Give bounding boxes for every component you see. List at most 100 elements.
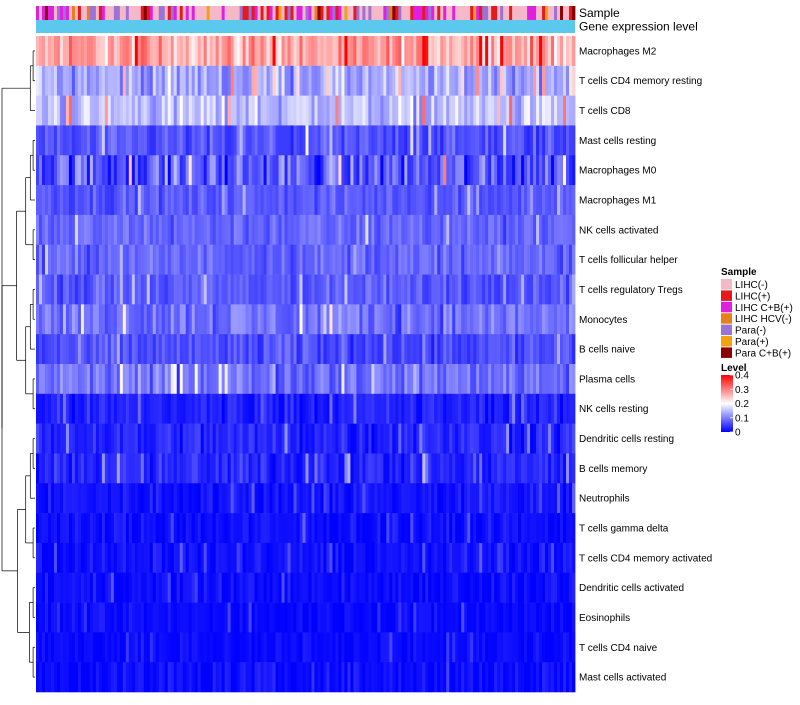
heatmap-cell xyxy=(437,542,441,574)
heatmap-cell xyxy=(347,364,351,395)
heatmap-cell xyxy=(539,304,543,335)
heatmap-cell xyxy=(290,334,294,365)
heatmap-cell xyxy=(275,95,279,126)
heatmap-cell xyxy=(47,244,52,275)
heatmap-cell xyxy=(104,453,109,484)
heatmap-cell xyxy=(269,602,273,633)
heatmap-cell xyxy=(104,214,109,246)
heatmap-cell xyxy=(377,423,381,454)
sample-annotation-cell xyxy=(272,6,276,20)
heatmap-cell xyxy=(248,662,252,693)
heatmap-cell xyxy=(548,513,552,544)
heatmap-cell xyxy=(515,274,519,305)
heatmap-cell xyxy=(488,513,492,544)
heatmap-cell xyxy=(62,602,67,633)
heatmap-cell xyxy=(257,364,261,395)
heatmap-cell xyxy=(461,483,465,514)
heatmap-cell xyxy=(164,214,169,246)
heatmap-cell xyxy=(374,662,378,693)
heatmap-cell xyxy=(182,274,187,305)
heatmap-cell xyxy=(197,125,202,156)
heatmap-cell xyxy=(134,155,139,186)
heatmap-cell xyxy=(470,185,474,216)
heatmap-cell xyxy=(443,453,447,484)
heatmap-cell xyxy=(464,125,468,156)
heatmap-cell xyxy=(512,185,516,216)
heatmap-cell xyxy=(194,572,199,603)
heatmap-cell xyxy=(413,274,417,305)
heatmap-cell xyxy=(422,423,426,454)
heatmap-cell xyxy=(299,513,303,544)
heatmap-cell xyxy=(467,36,471,67)
heatmap-cell xyxy=(296,36,300,67)
heatmap-cell xyxy=(275,364,279,395)
heatmap-cell xyxy=(68,483,73,514)
heatmap-cell xyxy=(380,95,384,126)
heatmap-cell xyxy=(170,36,175,67)
heatmap-cell xyxy=(122,274,127,305)
heatmap-cell xyxy=(464,662,468,693)
heatmap-cell xyxy=(428,65,432,96)
heatmap-cell xyxy=(389,483,393,514)
heatmap-cell xyxy=(104,542,109,574)
heatmap-cell xyxy=(59,36,64,67)
heatmap-cell xyxy=(278,244,282,275)
heatmap-cell xyxy=(251,36,255,67)
heatmap-cell xyxy=(53,334,58,365)
heatmap-cell xyxy=(125,244,130,275)
heatmap-cell xyxy=(143,274,148,305)
sample-annotation-cell xyxy=(110,6,115,20)
heatmap-cell xyxy=(437,393,441,424)
heatmap-cell xyxy=(572,632,576,663)
heatmap-cell xyxy=(560,483,564,514)
heatmap-cell xyxy=(398,304,402,335)
heatmap-cell xyxy=(173,393,178,424)
heatmap-cell xyxy=(488,662,492,693)
heatmap-cell xyxy=(137,36,142,67)
heatmap-cell xyxy=(65,453,70,484)
heatmap-cell xyxy=(176,513,181,544)
heatmap-cell xyxy=(494,662,498,693)
heatmap-cell xyxy=(413,65,417,96)
heatmap-cell xyxy=(89,662,94,693)
heatmap-cell xyxy=(311,95,315,126)
heatmap-cell xyxy=(539,453,543,484)
heatmap-cell xyxy=(344,65,348,96)
heatmap-cell xyxy=(329,214,333,246)
heatmap-cell xyxy=(233,334,238,365)
heatmap-cell xyxy=(197,393,202,424)
heatmap-cell xyxy=(71,513,76,544)
heatmap-cell xyxy=(428,214,432,246)
heatmap-cell xyxy=(323,36,327,67)
heatmap-cell xyxy=(62,274,67,305)
heatmap-cell xyxy=(251,65,255,96)
heatmap-cell xyxy=(431,542,435,574)
heatmap-cell xyxy=(62,632,67,663)
heatmap-cell xyxy=(122,662,127,693)
heatmap-cell xyxy=(161,274,166,305)
heatmap-cell xyxy=(416,513,420,544)
heatmap-cell xyxy=(284,65,288,96)
heatmap-cell xyxy=(263,572,267,603)
heatmap-cell xyxy=(65,483,70,514)
heatmap-cell xyxy=(395,513,399,544)
heatmap-cell xyxy=(320,95,324,126)
heatmap-cell xyxy=(53,274,58,305)
heatmap-cell xyxy=(257,542,261,574)
heatmap-cell xyxy=(368,364,372,395)
heatmap-cell xyxy=(107,244,112,275)
heatmap-cell xyxy=(305,36,309,67)
heatmap-cell xyxy=(182,304,187,335)
heatmap-cell xyxy=(419,125,423,156)
sample-annotation-cell xyxy=(350,6,354,20)
heatmap-cell xyxy=(353,453,357,484)
heatmap-cell xyxy=(428,483,432,514)
heatmap-cell xyxy=(287,304,291,335)
sample-annotation-cell xyxy=(365,6,369,20)
heatmap-cell xyxy=(266,602,270,633)
heatmap-cell xyxy=(227,274,232,305)
heatmap-cell xyxy=(473,393,477,424)
heatmap-cell xyxy=(392,542,396,574)
heatmap-cell xyxy=(242,244,247,275)
heatmap-cell xyxy=(182,572,187,603)
